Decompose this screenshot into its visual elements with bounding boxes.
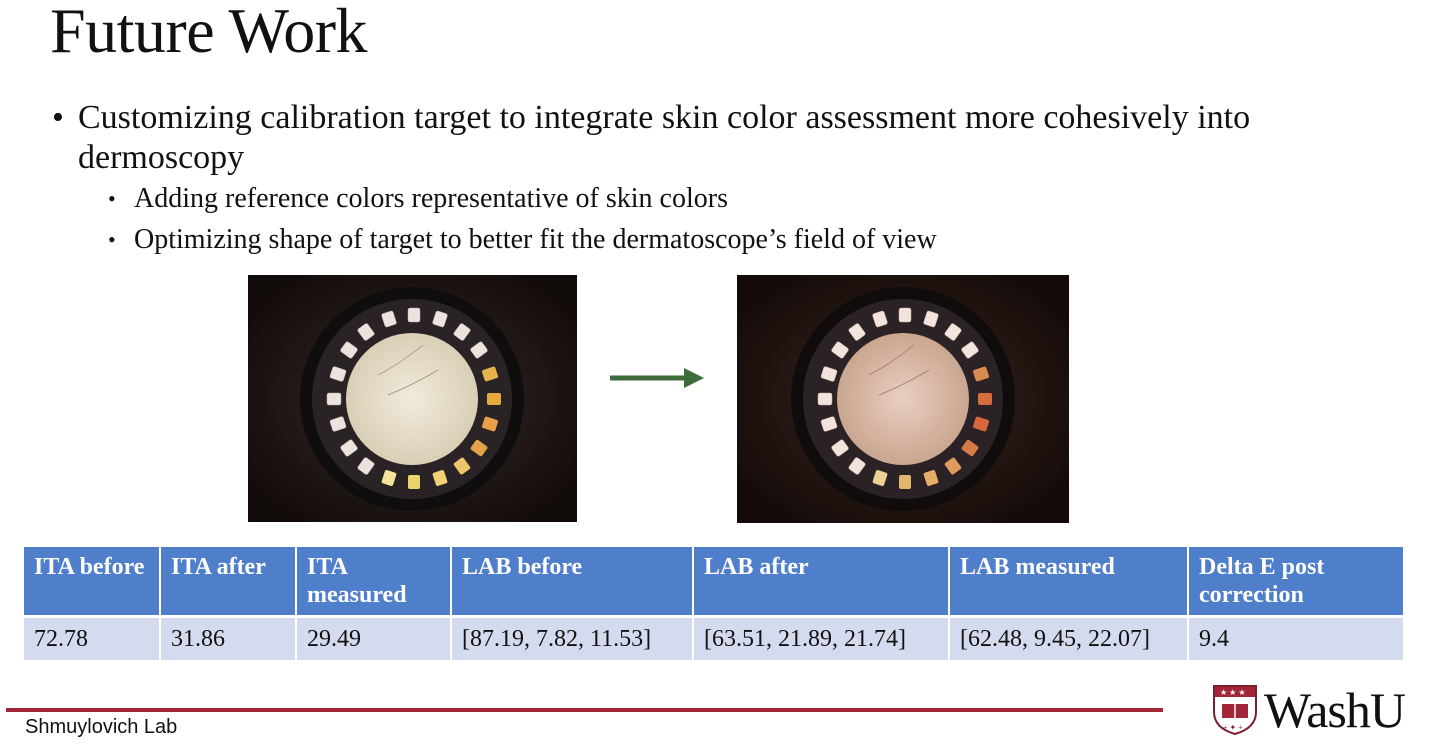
sub-bullet: Optimizing shape of target to better fit… [108, 219, 1352, 260]
dermoscopy-image-before [248, 275, 577, 522]
bullet-main: Customizing calibration target to integr… [52, 98, 1352, 178]
washu-logo: ★ ★ ★ + ✦ + WashU [1212, 682, 1406, 738]
header-lab-after: LAB after [693, 547, 950, 618]
logo-text: WashU [1264, 682, 1406, 738]
bullet-list: Customizing calibration target to integr… [52, 98, 1352, 260]
sub-bullet: Adding reference colors representative o… [108, 178, 1352, 219]
patch-ring [326, 307, 488, 475]
dermoscopy-image-after [737, 275, 1069, 523]
table-row: 72.78 31.86 29.49 [87.19, 7.82, 11.53] [… [24, 616, 1405, 660]
lab-name: Shmuylovich Lab [25, 716, 178, 738]
arrow-right-icon [610, 368, 704, 388]
cell-ita-measured: 29.49 [296, 616, 452, 660]
cell-ita-after: 31.86 [160, 616, 297, 660]
cell-lab-before: [87.19, 7.82, 11.53] [451, 616, 694, 660]
cell-ita-before: 72.78 [24, 616, 161, 660]
shield-icon: ★ ★ ★ + ✦ + [1213, 685, 1257, 736]
header-ita-measured: ITA measured [296, 547, 452, 618]
header-delta-e: Delta E post correction [1188, 547, 1405, 618]
header-ita-after: ITA after [160, 547, 297, 618]
header-lab-measured: LAB measured [949, 547, 1189, 618]
header-ita-before: ITA before [24, 547, 161, 618]
results-table: ITA before ITA after ITA measured LAB be… [24, 547, 1405, 660]
cell-lab-measured: [62.48, 9.45, 22.07] [949, 616, 1189, 660]
svg-text:★ ★ ★: ★ ★ ★ [1220, 688, 1246, 697]
header-lab-before: LAB before [451, 547, 694, 618]
svg-text:+ ✦ +: + ✦ + [1223, 723, 1243, 732]
slide-title: Future Work [50, 0, 368, 66]
footer-divider [6, 708, 1163, 712]
cell-delta-e: 9.4 [1188, 616, 1405, 660]
cell-lab-after: [63.51, 21.89, 21.74] [693, 616, 950, 660]
table-header-row: ITA before ITA after ITA measured LAB be… [24, 547, 1405, 618]
